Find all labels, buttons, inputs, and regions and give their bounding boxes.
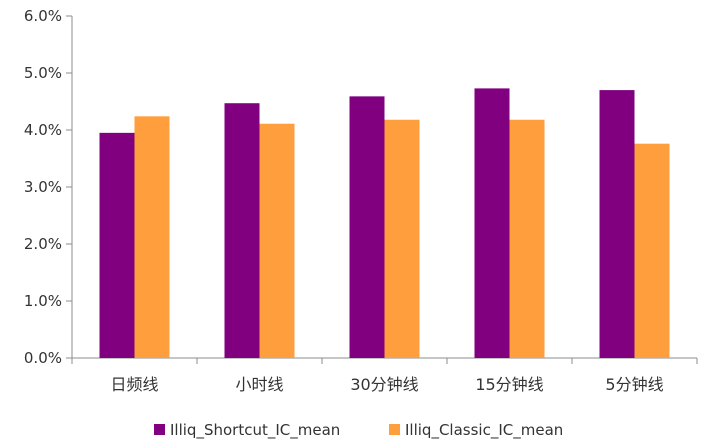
x-tick-label: 5分钟线 (605, 375, 663, 394)
x-tick-label: 30分钟线 (350, 375, 418, 394)
bar-shortcut-3 (474, 88, 510, 358)
legend-swatch-shortcut (154, 424, 165, 435)
legend-swatch-classic (389, 424, 400, 435)
legend: Illiq_Shortcut_IC_mean Illiq_Classic_IC_m… (154, 421, 563, 440)
category-labels: 日频线 小时线 30分钟线 15分钟线 5分钟线 (110, 375, 663, 394)
bar-classic-2 (384, 119, 420, 359)
bar-shortcut-4 (599, 90, 635, 358)
y-tick-label: 3.0% (24, 178, 62, 196)
legend-label-shortcut: Illiq_Shortcut_IC_mean (170, 421, 340, 440)
x-tick-label: 小时线 (235, 375, 283, 394)
y-tick-label: 1.0% (24, 292, 62, 310)
y-tick-label: 6.0% (24, 7, 62, 25)
bar-classic-3 (509, 119, 545, 359)
bar-classic-4 (634, 143, 670, 358)
x-axis (71, 357, 698, 364)
y-axis: 0.0% 1.0% 2.0% 3.0% 4.0% 5.0% 6.0% (24, 7, 73, 367)
y-tick-label: 2.0% (24, 235, 62, 253)
bars (99, 88, 670, 359)
y-tick-label: 0.0% (24, 349, 62, 367)
legend-label-classic: Illiq_Classic_IC_mean (405, 421, 563, 440)
bar-shortcut-0 (99, 132, 135, 358)
bar-classic-1 (259, 123, 295, 358)
bar-shortcut-1 (224, 103, 260, 359)
x-tick-label: 15分钟线 (475, 375, 543, 394)
bar-classic-0 (134, 116, 170, 358)
x-tick-label: 日频线 (110, 375, 158, 394)
y-tick-label: 4.0% (24, 121, 62, 139)
bar-shortcut-2 (349, 96, 385, 359)
y-tick-label: 5.0% (24, 64, 62, 82)
